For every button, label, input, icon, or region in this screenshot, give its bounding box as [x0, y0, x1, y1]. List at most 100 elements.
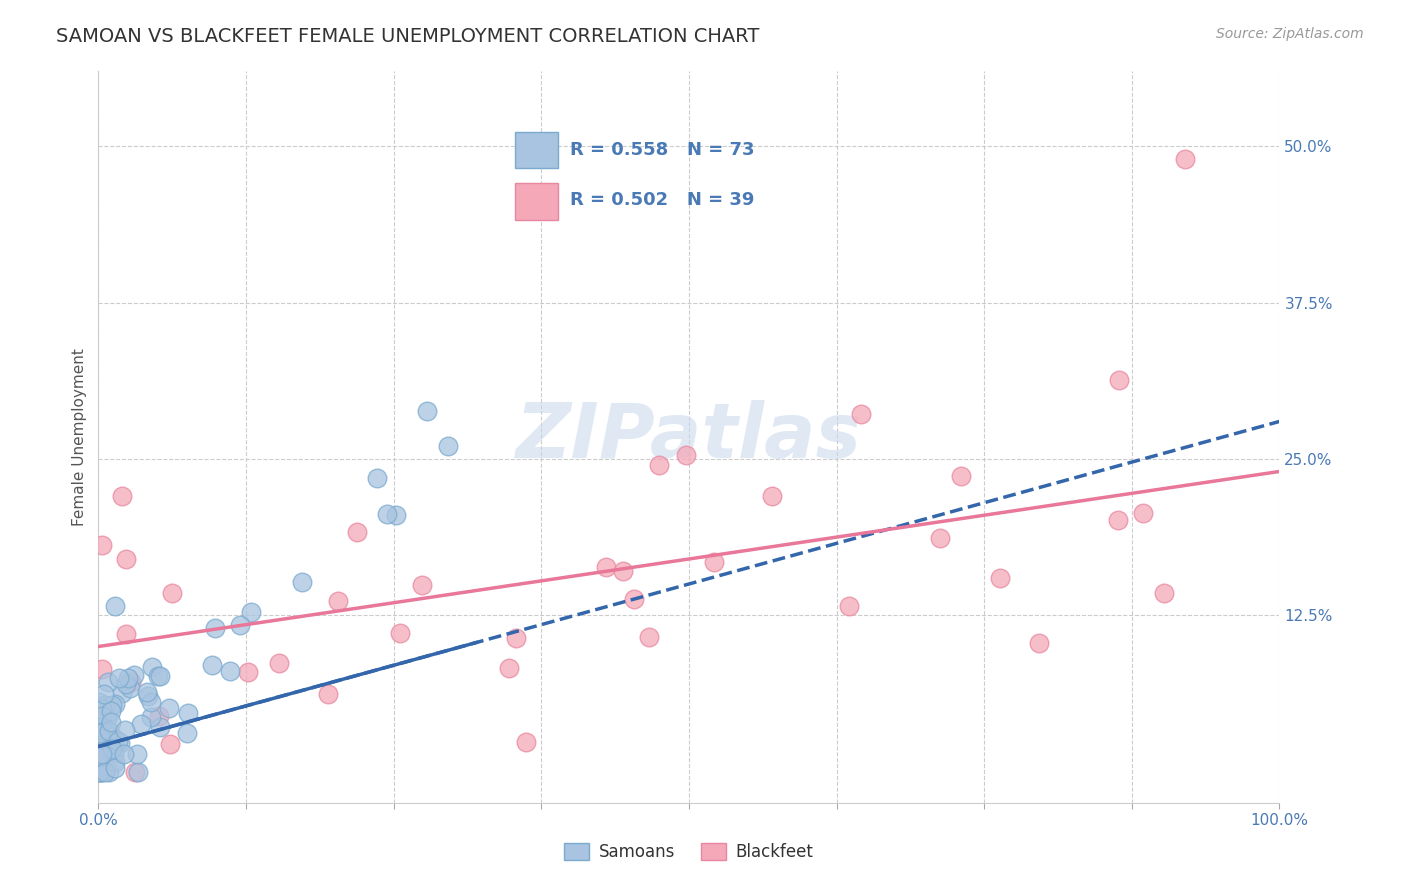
Point	[103, 761, 125, 775]
Point	[117, 671, 139, 685]
Point	[162, 586, 184, 600]
Point	[91, 764, 114, 779]
Point	[385, 508, 408, 523]
Point	[177, 706, 200, 720]
Point	[849, 407, 872, 421]
Point	[120, 674, 142, 689]
Point	[127, 764, 149, 779]
Point	[93, 687, 115, 701]
Point	[623, 592, 645, 607]
Point	[229, 617, 252, 632]
Point	[89, 764, 111, 779]
Point	[149, 669, 172, 683]
Point	[638, 630, 661, 644]
Point	[91, 724, 114, 739]
Point	[141, 695, 163, 709]
Point	[90, 764, 112, 779]
Point	[141, 660, 163, 674]
Point	[675, 448, 697, 462]
Point	[93, 722, 115, 736]
Point	[375, 507, 398, 521]
Point	[703, 554, 725, 568]
Point	[104, 732, 127, 747]
Point	[91, 662, 114, 676]
Point	[115, 626, 138, 640]
Point	[505, 632, 527, 646]
Point	[91, 739, 114, 754]
Point	[87, 748, 110, 763]
Point	[1174, 152, 1197, 166]
Y-axis label: Female Unemployment: Female Unemployment	[72, 348, 87, 526]
Point	[388, 626, 411, 640]
Point	[949, 469, 972, 483]
Point	[110, 736, 132, 750]
Point	[125, 747, 148, 761]
Point	[290, 574, 312, 589]
Text: R = 0.502   N = 39: R = 0.502 N = 39	[569, 192, 754, 210]
Point	[437, 439, 460, 453]
Point	[366, 471, 388, 485]
Point	[87, 695, 110, 709]
Point	[98, 764, 121, 779]
Point	[612, 565, 634, 579]
Point	[218, 664, 240, 678]
Point	[112, 747, 135, 761]
Point	[515, 735, 537, 749]
Point	[416, 404, 439, 418]
Point	[104, 599, 127, 613]
Point	[595, 559, 617, 574]
Point	[90, 708, 112, 723]
Point	[100, 715, 122, 730]
Point	[761, 489, 783, 503]
Point	[129, 716, 152, 731]
Point	[93, 749, 115, 764]
Point	[96, 735, 118, 749]
Point	[114, 723, 136, 737]
Point	[159, 737, 181, 751]
Bar	[515, 132, 558, 168]
Point	[114, 551, 136, 566]
Text: Source: ZipAtlas.com: Source: ZipAtlas.com	[1216, 27, 1364, 41]
Point	[326, 593, 349, 607]
Text: R = 0.558   N = 73: R = 0.558 N = 73	[569, 141, 754, 159]
Point	[316, 686, 339, 700]
Point	[91, 702, 114, 716]
Point	[120, 681, 142, 695]
Point	[103, 746, 125, 760]
Point	[90, 749, 112, 764]
Text: SAMOAN VS BLACKFEET FEMALE UNEMPLOYMENT CORRELATION CHART: SAMOAN VS BLACKFEET FEMALE UNEMPLOYMENT …	[56, 27, 759, 45]
Point	[91, 538, 114, 552]
Point	[94, 764, 117, 779]
Point	[648, 458, 671, 473]
Point	[100, 728, 122, 742]
Point	[135, 685, 157, 699]
Point	[100, 698, 122, 713]
Point	[91, 747, 114, 762]
Point	[929, 531, 952, 545]
Point	[107, 734, 129, 748]
Point	[146, 669, 169, 683]
Point	[97, 724, 120, 739]
Point	[89, 747, 111, 761]
Point	[1028, 636, 1050, 650]
Bar	[515, 184, 558, 219]
Point	[89, 764, 111, 779]
Point	[148, 709, 170, 723]
Point	[122, 667, 145, 681]
Point	[236, 665, 259, 679]
Point	[1153, 585, 1175, 599]
Point	[111, 490, 134, 504]
Point	[136, 689, 159, 703]
Point	[104, 755, 127, 769]
Point	[94, 698, 117, 712]
Point	[108, 671, 131, 685]
Point	[90, 745, 112, 759]
Point	[204, 621, 226, 635]
Point	[838, 599, 860, 613]
Point	[346, 524, 368, 539]
Point	[111, 686, 134, 700]
Point	[988, 571, 1011, 585]
Point	[157, 700, 180, 714]
Point	[411, 578, 433, 592]
Point	[100, 704, 122, 718]
